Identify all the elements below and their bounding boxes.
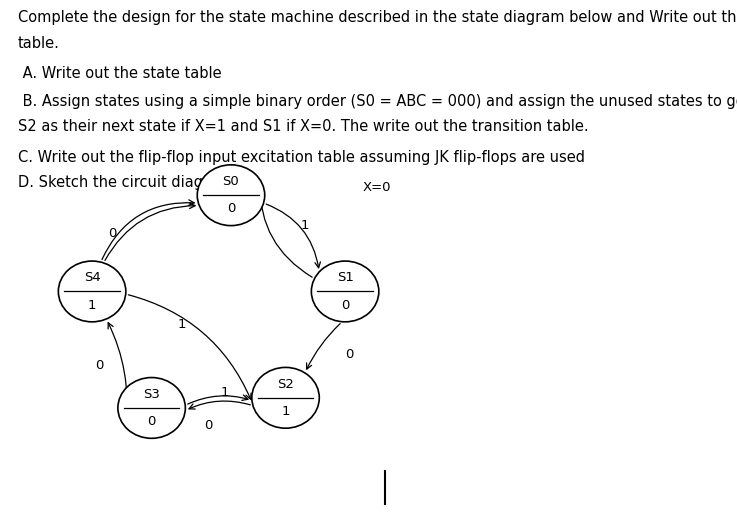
Ellipse shape: [58, 261, 126, 322]
Text: 1: 1: [177, 318, 186, 331]
Text: S2 as their next state if X=1 and S1 if X=0. The write out the transition table.: S2 as their next state if X=1 and S1 if …: [18, 119, 588, 134]
Text: 1: 1: [88, 298, 97, 312]
FancyArrowPatch shape: [189, 401, 251, 409]
Ellipse shape: [252, 368, 319, 428]
Text: 0: 0: [95, 359, 104, 372]
Text: 0: 0: [147, 415, 156, 428]
FancyArrowPatch shape: [307, 324, 340, 369]
Text: S0: S0: [223, 175, 240, 188]
Text: S2: S2: [277, 378, 294, 391]
Text: 0: 0: [341, 298, 349, 312]
Text: 0: 0: [345, 348, 353, 361]
FancyArrowPatch shape: [108, 323, 127, 424]
Ellipse shape: [198, 165, 265, 226]
FancyArrowPatch shape: [128, 295, 251, 399]
Text: S1: S1: [337, 271, 354, 284]
Text: 0: 0: [108, 227, 116, 240]
Text: table.: table.: [18, 36, 60, 51]
Text: 1: 1: [220, 386, 228, 399]
Ellipse shape: [311, 261, 379, 322]
Text: S4: S4: [84, 271, 100, 284]
Text: D. Sketch the circuit diagram: D. Sketch the circuit diagram: [18, 175, 232, 190]
Text: A. Write out the state table: A. Write out the state table: [18, 66, 221, 81]
Text: 0: 0: [227, 202, 235, 216]
Text: Complete the design for the state machine described in the state diagram below a: Complete the design for the state machin…: [18, 10, 737, 26]
Text: B. Assign states using a simple binary order (S0 = ABC = 000) and assign the unu: B. Assign states using a simple binary o…: [18, 94, 737, 109]
FancyArrowPatch shape: [257, 184, 312, 277]
Text: X=0: X=0: [363, 181, 391, 194]
Text: 0: 0: [204, 419, 213, 432]
Text: S3: S3: [143, 388, 160, 401]
Text: 1: 1: [300, 219, 309, 232]
Text: C. Write out the flip-flop input excitation table assuming JK flip-flops are use: C. Write out the flip-flop input excitat…: [18, 150, 584, 165]
FancyArrowPatch shape: [102, 200, 195, 260]
FancyArrowPatch shape: [188, 395, 248, 404]
Ellipse shape: [118, 377, 185, 438]
Text: 1: 1: [282, 405, 290, 418]
FancyArrowPatch shape: [266, 204, 321, 268]
FancyArrowPatch shape: [105, 203, 195, 261]
